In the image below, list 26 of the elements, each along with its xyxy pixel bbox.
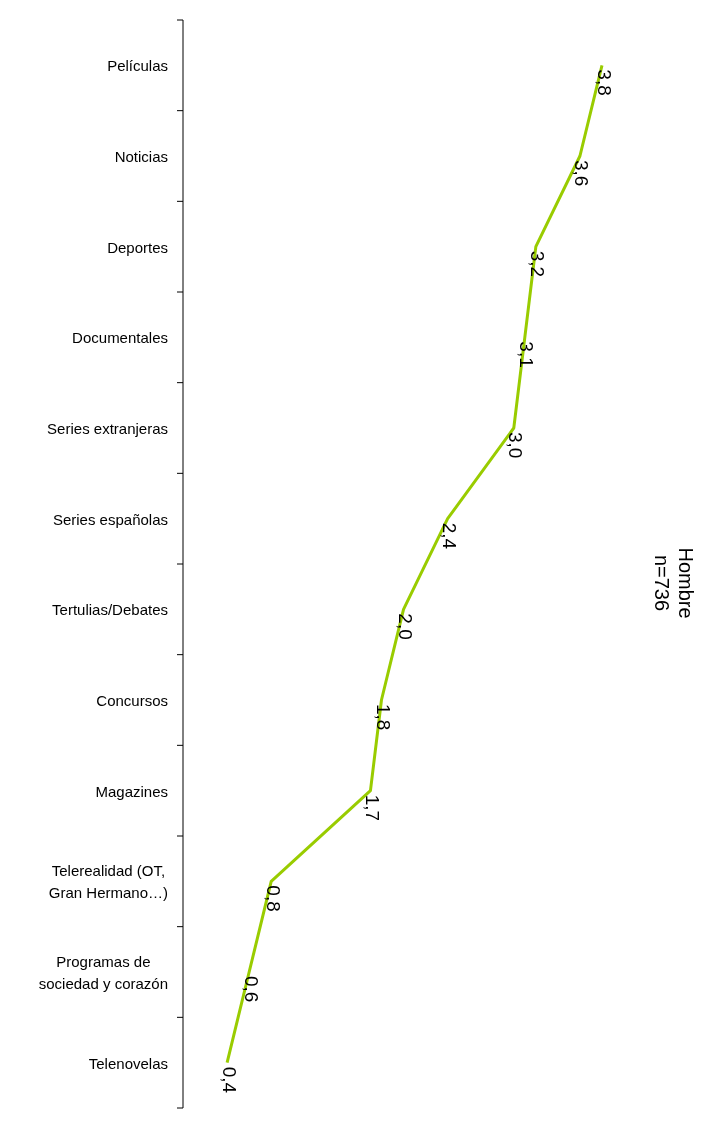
data-label: 0,8 <box>262 885 284 912</box>
y-tick-label: Películas <box>107 56 168 74</box>
data-label: 3,6 <box>571 160 593 187</box>
data-label: 1,8 <box>372 704 394 731</box>
y-tick-label: Series españolas <box>52 510 168 528</box>
data-label: 3,0 <box>505 432 527 459</box>
y-tick-label: Concursos <box>96 691 168 709</box>
data-label: 0,6 <box>240 976 262 1003</box>
text: Hombre <box>675 547 697 619</box>
y-tick-label: Tertulias/Debates <box>52 600 168 618</box>
data-label: 3,8 <box>593 69 615 96</box>
y-tick-label: Magazines <box>95 782 168 800</box>
data-label: 3,1 <box>516 341 538 368</box>
data-label: 2,0 <box>395 613 417 640</box>
y-tick-label: Telenovelas <box>88 1054 168 1072</box>
y-tick-label: Series extranjeras <box>47 419 168 437</box>
y-tick-label: Telerealidad (OT, Gran Hermano…) <box>48 861 168 901</box>
data-label: 0,4 <box>218 1066 240 1094</box>
data-label: 1,7 <box>361 794 383 822</box>
text: n=736 <box>651 554 673 612</box>
y-tick-label: Documentales <box>72 328 168 346</box>
y-tick-label: Noticias <box>114 147 168 165</box>
data-label: 3,2 <box>527 250 549 278</box>
y-tick-label: Deportes <box>107 238 168 256</box>
y-tick-label: Programas de sociedad y corazón <box>38 952 168 992</box>
data-label: 2,4 <box>439 522 461 550</box>
